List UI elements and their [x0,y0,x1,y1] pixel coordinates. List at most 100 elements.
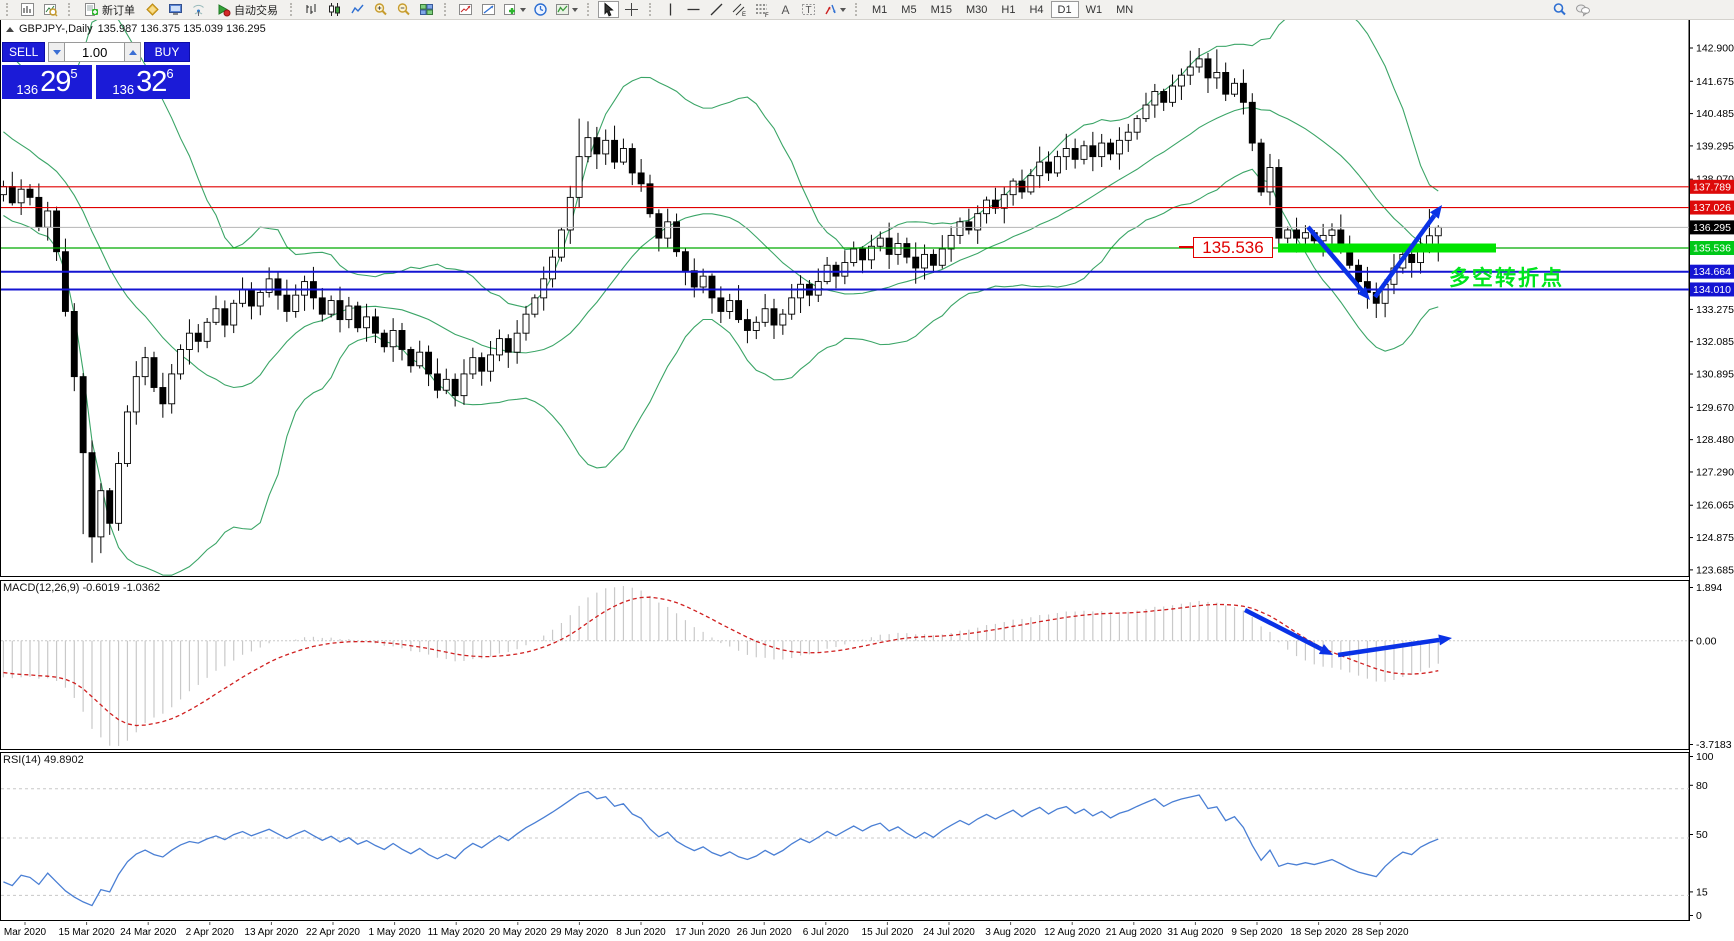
price-badge-label: 136.295 [1693,222,1731,234]
toolbar-grip[interactable] [68,3,74,16]
price-tick-label: 141.675 [1696,76,1734,88]
trend-arrow-shaft[interactable] [1337,637,1440,658]
macd-indicator-label: MACD(12,26,9) -0.6019 -1.0362 [3,582,161,594]
fibonacci-tool-button[interactable]: F [752,1,773,18]
sell-button[interactable]: SELL [2,42,46,62]
chat-icon[interactable] [1572,1,1593,18]
macd-tick-label: 0.00 [1696,635,1717,647]
line-chart-mode-icon[interactable] [347,1,368,18]
price-axis: 142.900141.675140.485139.295138.070133.2… [1689,43,1734,576]
terminal-icon[interactable] [165,1,186,18]
price-badge-136.295 [1690,220,1734,235]
text-tool-button[interactable]: A [775,1,796,18]
horizontal-line-tool-button[interactable] [683,1,704,18]
svg-text:F: F [765,13,769,17]
price-callout[interactable]: 135.536 [1193,237,1273,258]
chart-window-title: GBPJPY-,Daily 135.987 136.375 135.039 13… [6,23,266,35]
toolbar-grip[interactable] [587,3,593,16]
toolbar-grip[interactable] [290,3,296,16]
profiles-button[interactable] [40,1,61,18]
zoom-out-icon[interactable] [393,1,414,18]
crosshair-tool-button[interactable] [621,1,642,18]
chart-objects-icon[interactable] [478,1,499,18]
date-label: 29 May 2020 [550,927,608,938]
main-toolbar: 新订单 自动交易 [0,0,1734,20]
price-tick-label: 124.875 [1696,532,1734,544]
macd-signal-line [3,596,1439,727]
price-badge-label: 135.536 [1693,243,1731,255]
trendline-tool-button[interactable] [706,1,727,18]
timeframe-button-M30[interactable]: M30 [959,1,994,18]
svg-text:T: T [806,5,812,16]
timeframe-button-D1[interactable]: D1 [1050,1,1079,18]
timeframe-button-M1[interactable]: M1 [865,1,894,18]
trend-arrow-head [1318,644,1333,655]
equidistant-channel-tool-button[interactable]: E [729,1,750,18]
text-label-tool-button[interactable]: T [798,1,819,18]
zoom-in-icon[interactable] [370,1,391,18]
search-icon[interactable] [1549,1,1570,18]
price-badge-137.789 [1690,179,1734,194]
templates-button[interactable] [553,1,580,18]
cursor-tool-button[interactable] [598,1,619,18]
turning-point-note[interactable]: 多空转折点 [1449,267,1564,290]
dropdown-caret-icon [520,7,526,12]
collapse-arrow-icon[interactable] [6,26,14,32]
svg-text:E: E [742,12,746,17]
price-badge-label: 137.789 [1693,181,1731,193]
timeframe-button-M5[interactable]: M5 [894,1,923,18]
ohlc-values: 135.987 136.375 135.039 136.295 [97,23,266,35]
bar-chart-mode-icon[interactable] [301,1,322,18]
price-badge-label: 137.026 [1693,202,1731,214]
rsi-tick-label: 80 [1696,780,1708,792]
volume-decrease-button[interactable] [48,42,66,62]
metaeditor-icon[interactable] [142,1,163,18]
timeframe-button-W1[interactable]: W1 [1079,1,1110,18]
volume-increase-button[interactable] [124,42,141,62]
timeframe-button-MN[interactable]: MN [1109,1,1140,18]
signals-icon[interactable] [188,1,209,18]
sell-price-display[interactable]: 136 29 5 [2,65,92,99]
price-tick-label: 140.485 [1696,108,1734,120]
new-order-button[interactable]: 新订单 [79,1,140,18]
trend-arrow-shaft[interactable] [1243,607,1323,652]
tile-windows-icon[interactable] [416,1,437,18]
toolbar-grip[interactable] [6,3,12,16]
buy-price-big: 32 [136,66,167,98]
buy-price-display[interactable]: 136 32 6 [96,65,190,99]
timeframes-clock-icon[interactable] [530,1,551,18]
bollinger-l [3,168,1439,576]
trend-arrow-head [1429,205,1442,219]
panel-frame [0,19,1690,577]
date-label: 22 Apr 2020 [306,927,360,938]
trend-arrow-shaft[interactable] [1306,225,1364,292]
date-label: 13 Apr 2020 [244,927,298,938]
add-indicator-button[interactable] [501,1,528,18]
toolbar-grip[interactable] [444,3,450,16]
toolbar-grip[interactable] [649,3,655,16]
buy-button[interactable]: BUY [144,42,190,62]
rsi-tick-label: 50 [1696,829,1708,841]
toolbar-grip[interactable] [855,3,861,16]
date-label: 12 Aug 2020 [1044,927,1101,938]
trend-arrows[interactable] [1243,205,1452,658]
level-lines[interactable] [1,186,1689,291]
volume-input[interactable] [65,42,124,62]
date-label: 15 Mar 2020 [59,927,116,938]
price-badge-134.664 [1690,264,1734,279]
arrows-tool-button[interactable] [821,1,848,18]
timeframe-button-M15[interactable]: M15 [924,1,959,18]
indicator-window-icon[interactable] [455,1,476,18]
date-label: 18 Sep 2020 [1290,927,1347,938]
triangle-down-icon [52,49,61,55]
vertical-line-tool-button[interactable] [660,1,681,18]
timeframe-button-H1[interactable]: H1 [994,1,1022,18]
date-label: 8 Jun 2020 [616,927,666,938]
price-badge-135.536 [1690,241,1734,256]
autotrading-button[interactable]: 自动交易 [211,1,283,18]
trend-arrow-shaft[interactable] [1373,214,1437,299]
timeframe-button-H4[interactable]: H4 [1022,1,1050,18]
candlestick-mode-icon[interactable] [324,1,345,18]
new-chart-button[interactable] [17,1,38,18]
